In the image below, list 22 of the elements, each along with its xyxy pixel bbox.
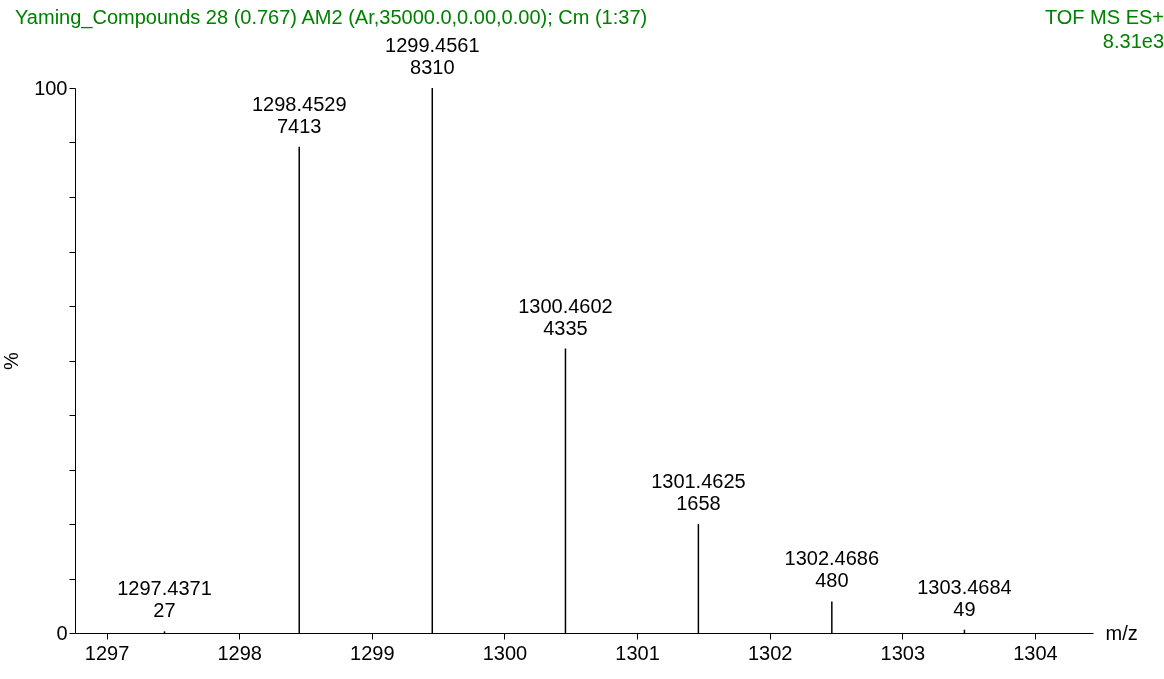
x-tick-label: 1304 bbox=[1013, 641, 1058, 664]
annotation: 1300.4602 4335 bbox=[518, 294, 613, 339]
annotation: 1299.4561 8310 bbox=[385, 34, 480, 78]
x-tick-label: 1300 bbox=[482, 641, 528, 664]
y-axis-title: % bbox=[0, 351, 23, 370]
x-tick-label: 1302 bbox=[747, 641, 793, 664]
x-tick-label: 1303 bbox=[880, 641, 926, 664]
x-axis-title: m/z bbox=[1105, 621, 1138, 644]
y-tick-label: 100 bbox=[34, 76, 68, 99]
chart-title: Yaming_Compounds 28 (0.767) AM2 (Ar,35000.0,0.00,0.00); Cm (1:37) bbox=[15, 6, 648, 29]
text: 8.31e3 bbox=[1102, 30, 1164, 52]
annotation: 1297.4371 27 bbox=[117, 577, 212, 622]
text: TOF MS ES+ bbox=[1044, 6, 1164, 28]
annotation: 1298.4529 7413 bbox=[251, 92, 347, 137]
annotation: 1303.4684 49 bbox=[917, 575, 1012, 620]
x-tick-label: 1301 bbox=[615, 641, 660, 664]
annotation: 1301.4625 1658 bbox=[651, 470, 746, 514]
x-tick-label: 1297 bbox=[84, 641, 130, 664]
x-tick-label: 1298 bbox=[217, 641, 262, 664]
y-tick-label: 0 bbox=[56, 621, 68, 644]
annotation: 1302.4686 480 bbox=[784, 547, 880, 592]
x-tick-label: 1299 bbox=[350, 641, 395, 664]
